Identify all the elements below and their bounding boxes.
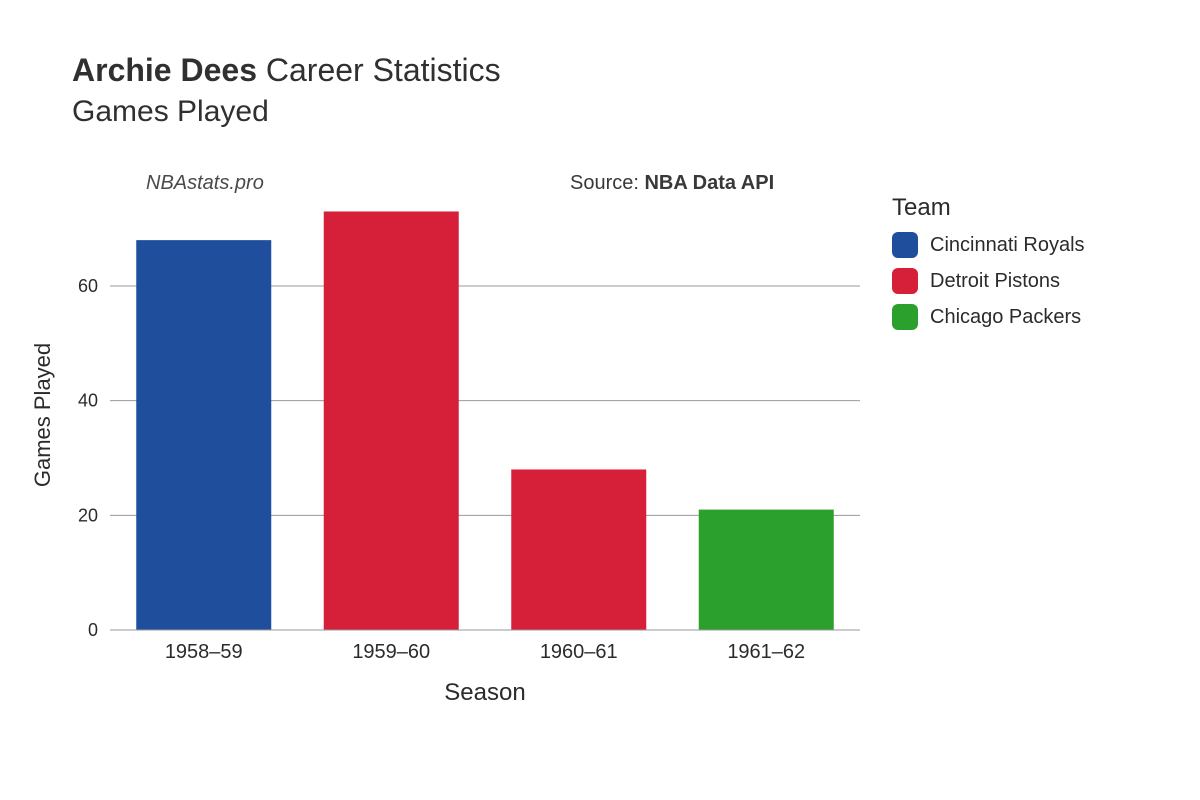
chart-container: Archie Dees Career Statistics Games Play… [0, 0, 1200, 800]
bar [511, 469, 646, 630]
x-tick-label: 1958–59 [165, 641, 243, 663]
title-rest: Career Statistics [257, 52, 501, 88]
bar-chart: 0204060 1958–591959–601960–611961–62 Gam… [110, 200, 860, 630]
y-tick-label: 60 [78, 276, 98, 296]
source-name: NBA Data API [644, 172, 774, 194]
legend-label: Detroit Pistons [930, 270, 1060, 293]
legend-label: Cincinnati Royals [930, 234, 1085, 257]
legend-item: Chicago Packers [892, 304, 1085, 330]
legend-title: Team [892, 194, 1085, 222]
bars [136, 211, 834, 630]
legend-swatch [892, 232, 918, 258]
y-tick-label: 0 [88, 620, 98, 640]
legend-label: Chicago Packers [930, 306, 1081, 329]
bar [324, 211, 459, 630]
x-axis-label: Season [444, 679, 525, 706]
attribution-source: Source: NBA Data API [570, 172, 774, 195]
attribution-site: NBAstats.pro [146, 172, 264, 195]
legend-swatch [892, 268, 918, 294]
y-ticks: 0 20 40 60 [78, 276, 98, 640]
title-bold: Archie Dees [72, 52, 257, 88]
bar [699, 510, 834, 630]
legend-swatch [892, 304, 918, 330]
bar [136, 240, 271, 630]
x-ticks: 1958–59 1959–60 1960–61 1961–62 [165, 641, 805, 663]
x-tick-label: 1960–61 [540, 641, 618, 663]
chart-title: Archie Dees Career Statistics [72, 52, 501, 89]
legend-item: Detroit Pistons [892, 268, 1085, 294]
y-axis-label: Games Played [30, 343, 55, 487]
title-block: Archie Dees Career Statistics Games Play… [72, 52, 501, 129]
x-tick-label: 1961–62 [727, 641, 805, 663]
legend-items: Cincinnati Royals Detroit Pistons Chicago … [892, 232, 1085, 330]
y-tick-label: 20 [78, 505, 98, 525]
legend: Team Cincinnati Royals Detroit Pistons Chi… [892, 194, 1085, 340]
source-prefix: Source: [570, 172, 644, 194]
x-tick-label: 1959–60 [352, 641, 430, 663]
legend-item: Cincinnati Royals [892, 232, 1085, 258]
chart-subtitle: Games Played [72, 95, 501, 129]
y-tick-label: 40 [78, 391, 98, 411]
